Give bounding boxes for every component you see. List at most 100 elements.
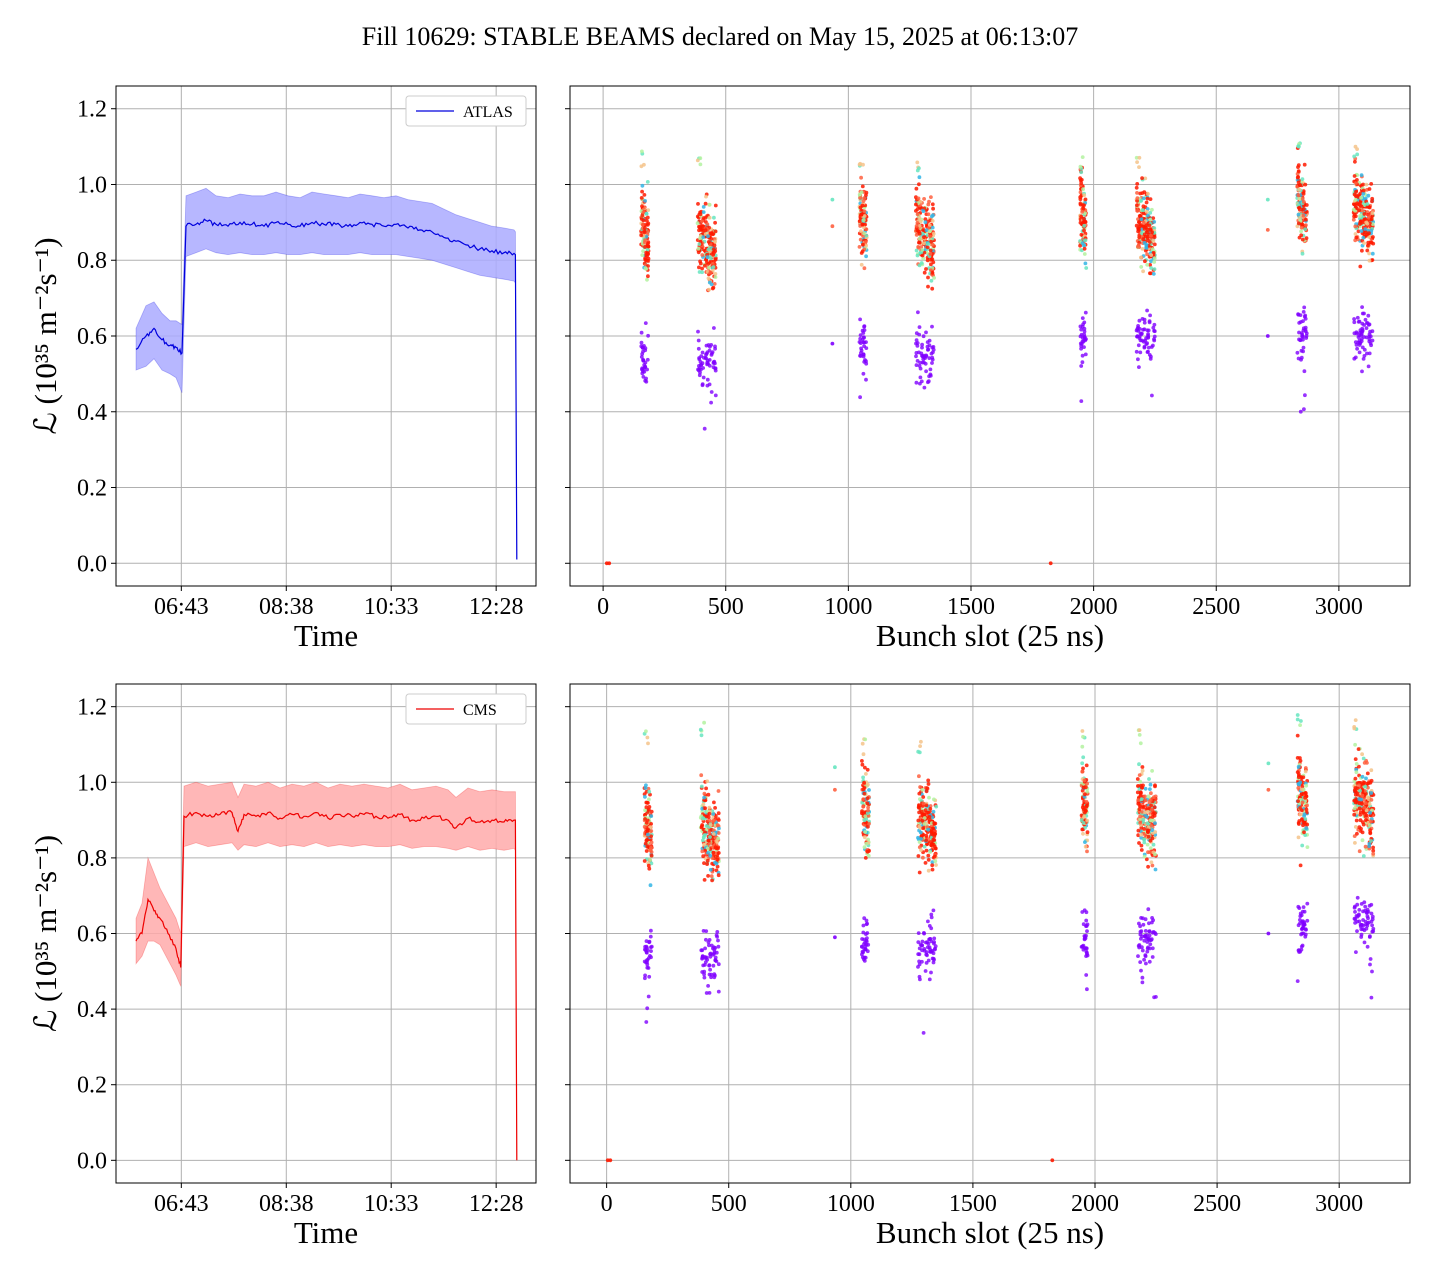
bunch-point bbox=[697, 270, 702, 274]
legend-box bbox=[405, 95, 527, 127]
bunch-point bbox=[1143, 786, 1148, 791]
bunch-point bbox=[1078, 190, 1083, 195]
bunch-point bbox=[925, 953, 929, 958]
bunch-point bbox=[920, 959, 924, 964]
bunch-point bbox=[1370, 214, 1375, 218]
bunch-point bbox=[712, 326, 716, 330]
series-atlas bbox=[135, 187, 518, 560]
bunch-point bbox=[1147, 320, 1152, 325]
bunch-point bbox=[1363, 227, 1368, 232]
bunch-point bbox=[701, 216, 706, 220]
bunch-point bbox=[864, 918, 869, 923]
bunch-point bbox=[1266, 787, 1271, 792]
bunch-point bbox=[1365, 221, 1370, 226]
bunch-point bbox=[916, 965, 920, 969]
bunch-point bbox=[1150, 207, 1154, 212]
bunch-point bbox=[931, 837, 936, 842]
bunch-point bbox=[1369, 798, 1374, 802]
bunch-point bbox=[704, 351, 709, 356]
bunch-point bbox=[1151, 325, 1156, 330]
bunch-point bbox=[1355, 346, 1359, 351]
bunch-point bbox=[1153, 821, 1157, 825]
bunch-point bbox=[704, 991, 709, 995]
x-tick-label: 12:28 bbox=[469, 1191, 524, 1217]
bunch-point bbox=[1138, 814, 1142, 819]
bunch-point bbox=[643, 199, 647, 203]
bunch-point bbox=[1364, 813, 1369, 818]
bunch-point bbox=[704, 929, 709, 933]
bunch-point bbox=[702, 842, 706, 847]
bunch-point bbox=[643, 266, 648, 271]
y-tick-label: 0.0 bbox=[77, 551, 107, 577]
bunch-point bbox=[717, 826, 721, 831]
bunch-point bbox=[1360, 326, 1365, 331]
bunch-point bbox=[1140, 948, 1145, 953]
bunch-point bbox=[833, 765, 837, 770]
bunch-point bbox=[646, 229, 650, 234]
bunch-point bbox=[928, 234, 932, 239]
bunch-point bbox=[713, 229, 718, 234]
bunch-point bbox=[1369, 778, 1374, 783]
bunch-point bbox=[1370, 914, 1375, 919]
bunch-point bbox=[914, 202, 918, 207]
bunch-point bbox=[1362, 805, 1367, 810]
bunch-point bbox=[706, 262, 710, 266]
bunch-point bbox=[705, 846, 710, 851]
bunch-point bbox=[648, 883, 653, 888]
bunch-point bbox=[862, 780, 866, 785]
bunch-point bbox=[1142, 226, 1147, 231]
bunch-point bbox=[1143, 798, 1148, 803]
bunch-point bbox=[1134, 185, 1139, 190]
bunch-point bbox=[1145, 308, 1149, 313]
bunch-point bbox=[1300, 222, 1305, 227]
bunch-point bbox=[1300, 800, 1305, 805]
bunch-point bbox=[918, 830, 923, 835]
bunch-point bbox=[930, 361, 934, 365]
bunch-point bbox=[649, 822, 653, 826]
bunch-point bbox=[864, 932, 868, 936]
cms-bunch-luminosity-panel: 0 500 1000 1500 2000 2500 3000 Bunch slot (25 n… bbox=[565, 683, 1411, 1250]
bunch-point bbox=[928, 850, 932, 854]
bunch-point bbox=[1305, 901, 1310, 906]
bunch-point bbox=[713, 973, 717, 978]
bunch-point bbox=[1139, 797, 1144, 802]
bunch-point bbox=[643, 817, 647, 821]
bunch-point bbox=[926, 242, 931, 246]
bunch-point bbox=[699, 363, 704, 367]
bunch-point bbox=[918, 744, 922, 748]
bunch-point bbox=[927, 356, 932, 360]
bunch-point bbox=[705, 255, 710, 260]
bunch-point bbox=[695, 214, 700, 219]
bunch-point bbox=[716, 962, 721, 967]
bunch-point bbox=[1359, 229, 1364, 233]
bunch-point bbox=[1150, 247, 1155, 252]
bunch-point bbox=[1141, 817, 1146, 822]
bunch-point bbox=[1135, 208, 1140, 213]
y-tick-label: 0.8 bbox=[77, 846, 107, 872]
bunch-point bbox=[703, 830, 707, 835]
bunch-point bbox=[1151, 272, 1156, 276]
bunch-point bbox=[1371, 848, 1376, 853]
x-tick-label: 2500 bbox=[1192, 594, 1240, 620]
bunch-point bbox=[1080, 805, 1085, 810]
bunch-point bbox=[1371, 845, 1375, 850]
bunch-point bbox=[1367, 322, 1372, 327]
bunch-point bbox=[1149, 791, 1153, 796]
bunch-point bbox=[914, 331, 919, 336]
bunch-point bbox=[1151, 238, 1156, 243]
bunch-point bbox=[919, 245, 924, 249]
bunch-point bbox=[1145, 230, 1150, 235]
bunch-point bbox=[1303, 227, 1308, 232]
bunch-point bbox=[1084, 918, 1089, 923]
bunch-point bbox=[919, 261, 924, 265]
bunch-point bbox=[928, 367, 933, 372]
bunch-point bbox=[914, 186, 919, 191]
bunch-point bbox=[1081, 821, 1086, 825]
bunch-point bbox=[709, 943, 714, 948]
bunch-point bbox=[862, 916, 867, 921]
bunch-point bbox=[705, 383, 710, 388]
bunch-point bbox=[708, 823, 713, 827]
bunch-point bbox=[640, 149, 644, 154]
bunch-point bbox=[914, 363, 919, 367]
